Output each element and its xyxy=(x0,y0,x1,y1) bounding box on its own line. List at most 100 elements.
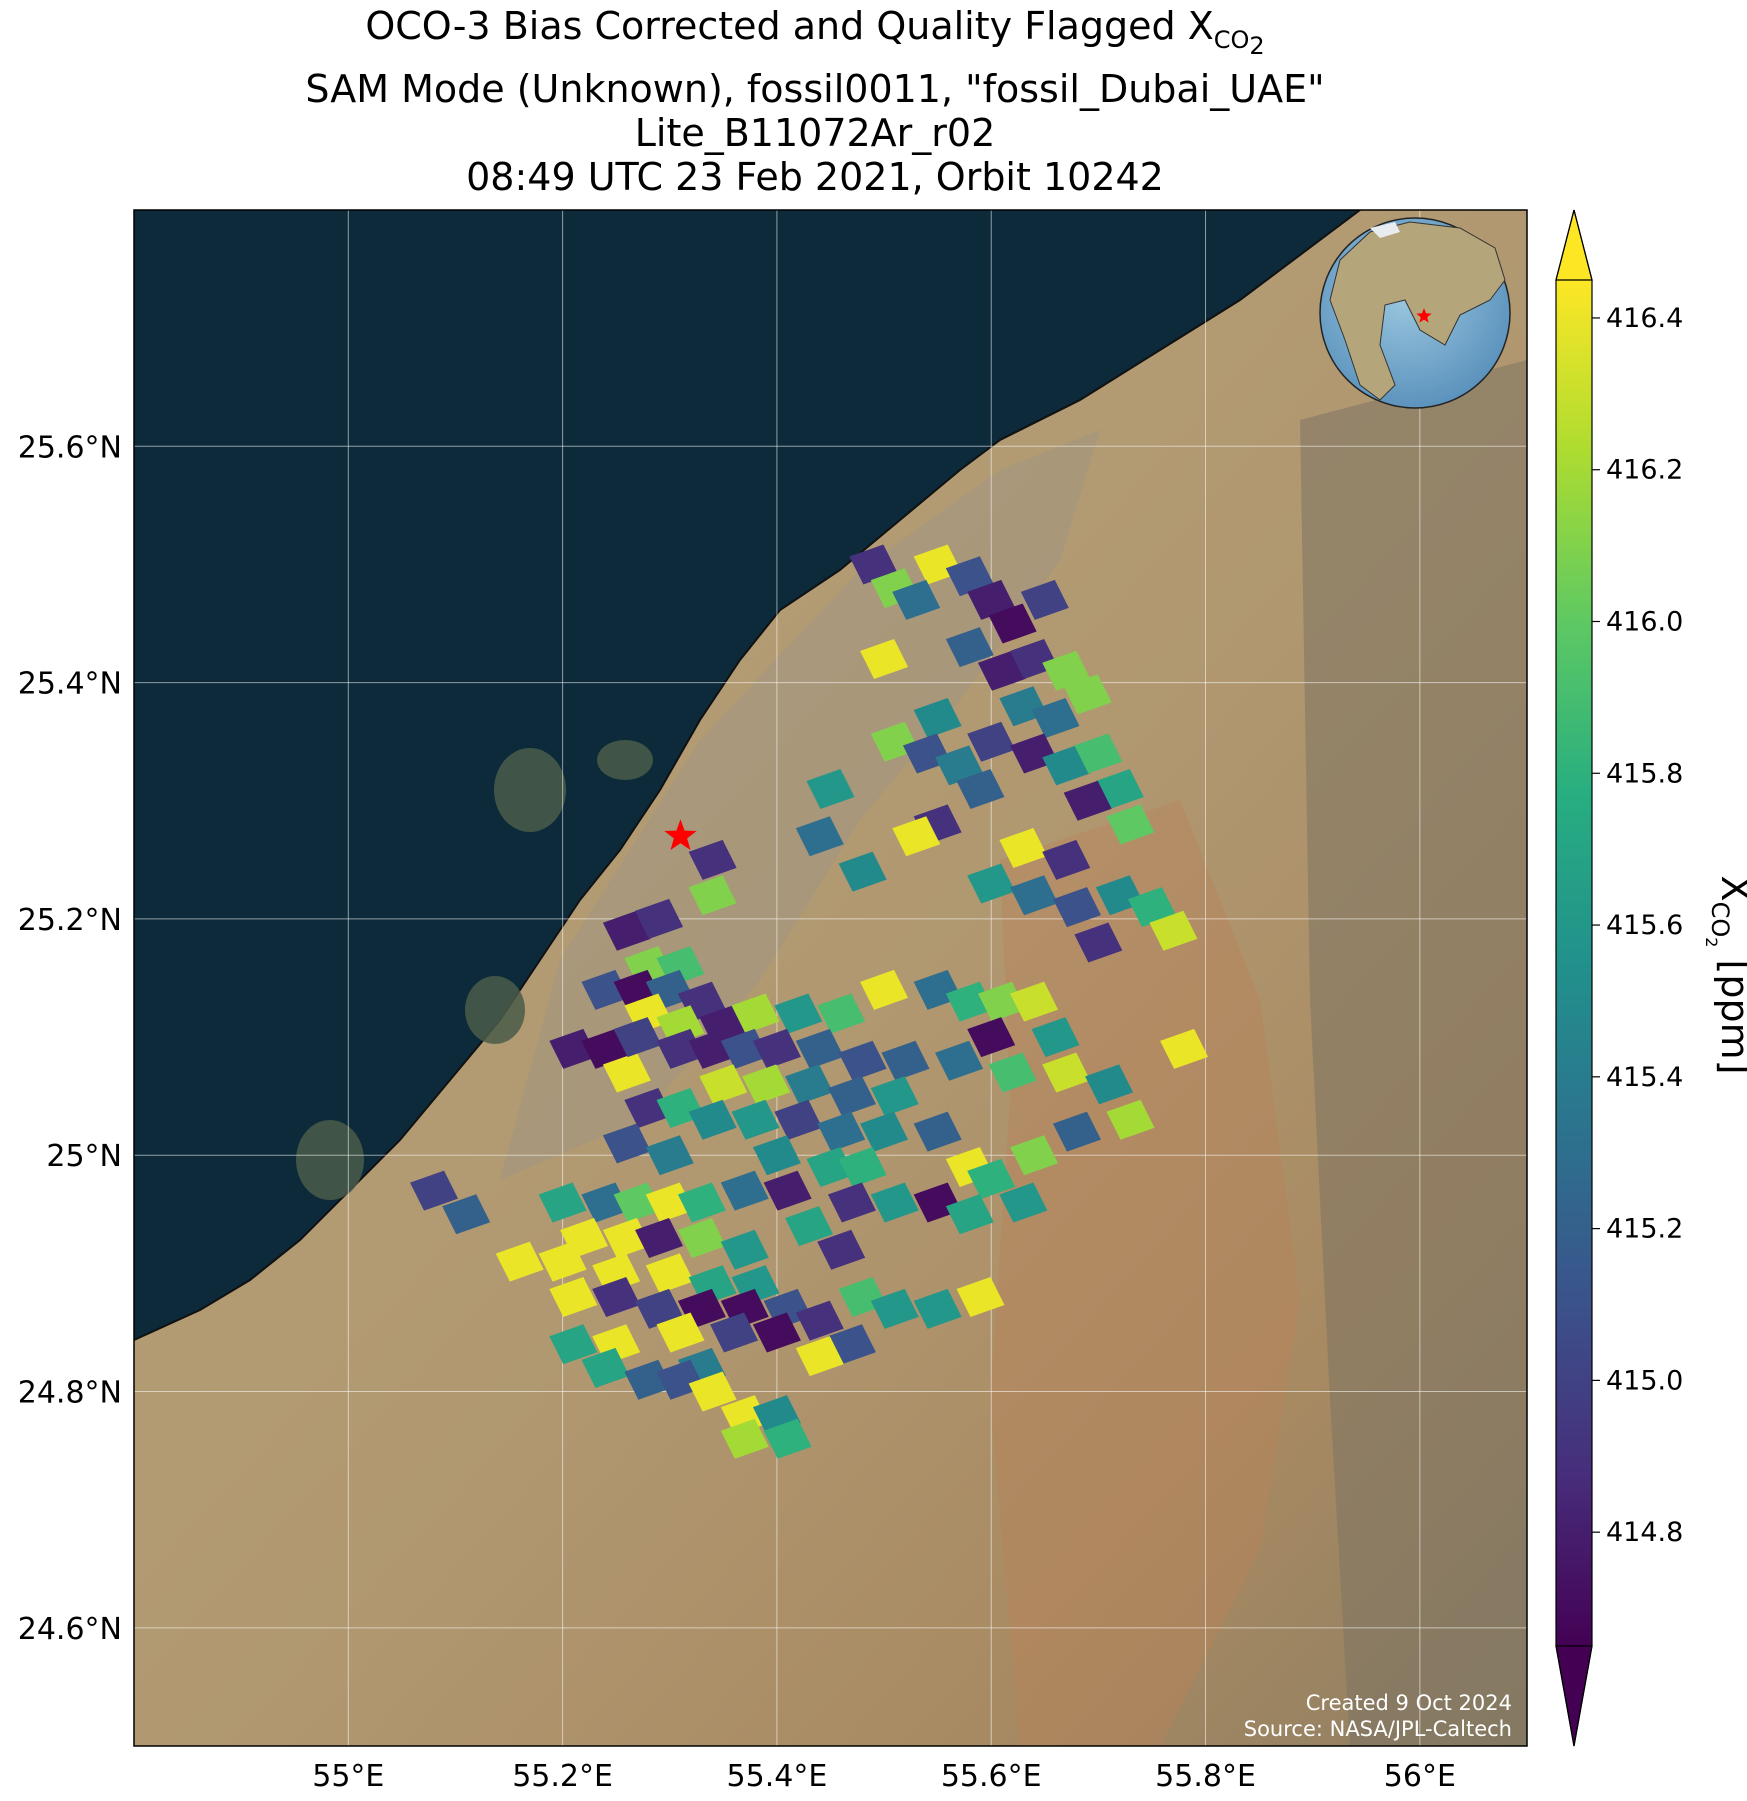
xco2-sounding xyxy=(945,556,994,597)
xco2-sounding xyxy=(410,1170,459,1211)
xco2-sounding xyxy=(892,579,941,620)
globe-star xyxy=(1416,308,1432,323)
xco2-sounding xyxy=(645,1182,694,1223)
xco2-sounding xyxy=(1042,1052,1091,1093)
colorbar-tick-label: 415.4 xyxy=(1606,1062,1683,1093)
xco2-sounding xyxy=(763,1170,812,1211)
xco2-sounding xyxy=(1106,1099,1155,1140)
xco2-sounding xyxy=(1106,804,1155,845)
xco2-sounding xyxy=(806,1147,855,1188)
xco2-sounding xyxy=(870,1076,919,1117)
target-star-icon xyxy=(664,819,697,850)
xco2-sounding xyxy=(635,898,684,939)
xco2-sounding xyxy=(581,969,630,1010)
xco2-sounding xyxy=(581,1028,630,1069)
xco2-sounding xyxy=(1149,910,1198,951)
colorbar-extend-min xyxy=(1555,1645,1593,1747)
lon-tick-label: 55.4°E xyxy=(727,1759,828,1794)
colorbar-tick-label: 415.6 xyxy=(1606,910,1683,941)
colorbar-gradient xyxy=(1556,280,1592,1646)
xco2-sounding xyxy=(827,1182,876,1223)
xco2-sounding xyxy=(956,1277,1005,1318)
lat-tick-label: 25.2°N xyxy=(18,903,122,938)
xco2-sounding xyxy=(999,1182,1048,1223)
xco2-sounding xyxy=(935,745,984,786)
globe-landmass xyxy=(1329,221,1506,401)
xco2-sounding xyxy=(720,1028,769,1069)
colorbar-extend-max xyxy=(1555,209,1593,281)
xco2-sounding xyxy=(613,1017,662,1058)
xco2-sounding xyxy=(817,1111,866,1152)
xco2-sounding xyxy=(677,1217,726,1258)
xco2-sounding xyxy=(977,981,1026,1022)
xco2-sounding xyxy=(635,1288,684,1329)
xco2-sounding xyxy=(1074,733,1123,774)
xco2-sounding xyxy=(688,1028,737,1069)
lat-tick-label: 25.4°N xyxy=(18,667,122,702)
xco2-sounding xyxy=(967,1158,1016,1199)
credits: Created 9 Oct 2024 Source: NASA/JPL-Calt… xyxy=(1244,1691,1512,1741)
lat-tick-label: 25°N xyxy=(46,1139,122,1174)
xco2-sounding xyxy=(720,1418,769,1459)
xco2-sounding xyxy=(1052,1111,1101,1152)
title-line-1: OCO-3 Bias Corrected and Quality Flagged… xyxy=(365,4,1265,60)
colorbar-tick-label: 416.2 xyxy=(1606,455,1683,486)
sea-area xyxy=(134,210,1360,1340)
xco2-sounding xyxy=(795,1300,844,1341)
xco2-sounding xyxy=(624,1359,673,1400)
xco2-sounding xyxy=(602,1123,651,1164)
xco2-sounding xyxy=(988,603,1037,644)
xco2-sounding xyxy=(785,1064,834,1105)
colorbar-tick-label: 414.8 xyxy=(1606,1517,1683,1548)
xco2-sounding xyxy=(1010,875,1059,916)
deira-islands xyxy=(597,740,653,780)
xco2-sounding xyxy=(602,910,651,951)
xco2-sounding xyxy=(838,851,887,892)
colorbar-tick-label: 415.8 xyxy=(1606,758,1683,789)
lon-tick-label: 55.6°E xyxy=(941,1759,1042,1794)
xco2-sounding xyxy=(1085,1064,1134,1105)
xco2-sounding xyxy=(935,1040,984,1081)
lat-tick-label: 24.8°N xyxy=(18,1376,122,1411)
xco2-sounding xyxy=(613,1182,662,1223)
xco2-sounding xyxy=(688,839,737,880)
xco2-sounding xyxy=(549,1028,598,1069)
colorbar-outline xyxy=(1555,209,1593,1747)
xco2-sounding xyxy=(967,1017,1016,1058)
xco2-sounding xyxy=(581,1182,630,1223)
palm-islands xyxy=(296,740,653,1200)
xco2-sounding xyxy=(549,1324,598,1365)
xco2-sounding xyxy=(1042,839,1091,880)
xco2-sounding xyxy=(870,1288,919,1329)
coastline xyxy=(134,210,1361,1341)
xco2-sounding xyxy=(624,1087,673,1128)
xco2-sounding xyxy=(731,1099,780,1140)
xco2-sounding xyxy=(827,1076,876,1117)
xco2-sounding xyxy=(817,1229,866,1270)
colorbar-ticks: 414.8 415.0 415.2 415.4 415.6 415.8 416.0 416.2… xyxy=(1592,303,1683,1548)
xco2-sounding xyxy=(1031,698,1080,739)
xco2-sounding xyxy=(688,875,737,916)
map-frame xyxy=(133,209,1528,1747)
lon-tick-label: 55.8°E xyxy=(1155,1759,1256,1794)
xco2-sounding xyxy=(913,698,962,739)
palm-jebel-ali xyxy=(296,1120,364,1200)
xco2-sounding xyxy=(849,544,898,585)
lon-tick-label: 56°E xyxy=(1384,1759,1456,1794)
xco2-soundings xyxy=(410,544,1209,1459)
xco2-sounding xyxy=(838,1147,887,1188)
lon-tick-label: 55.2°E xyxy=(512,1759,613,1794)
inset-globe xyxy=(1319,217,1511,409)
xco2-sounding xyxy=(602,1052,651,1093)
xco2-sounding xyxy=(602,1217,651,1258)
xco2-sounding xyxy=(860,1111,909,1152)
colorbar-tick-label: 415.0 xyxy=(1606,1365,1683,1396)
palm-jumeirah xyxy=(465,976,525,1044)
xco2-sounding xyxy=(710,1312,759,1353)
xco2-sounding xyxy=(742,1064,791,1105)
colorbar-label: XCO2 [ppm] xyxy=(1702,876,1747,1075)
xco2-sounding xyxy=(763,1418,812,1459)
xco2-sounding xyxy=(774,993,823,1034)
xco2-sounding xyxy=(592,1277,641,1318)
